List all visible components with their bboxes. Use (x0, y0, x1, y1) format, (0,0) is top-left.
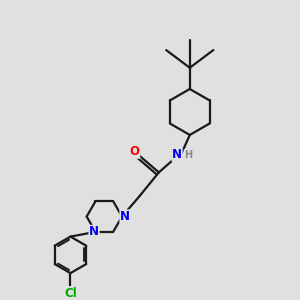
Text: Cl: Cl (64, 287, 77, 300)
Text: N: N (172, 148, 182, 161)
Text: O: O (130, 145, 140, 158)
Text: H: H (184, 150, 192, 160)
Text: N: N (120, 210, 130, 223)
Text: N: N (89, 225, 99, 239)
